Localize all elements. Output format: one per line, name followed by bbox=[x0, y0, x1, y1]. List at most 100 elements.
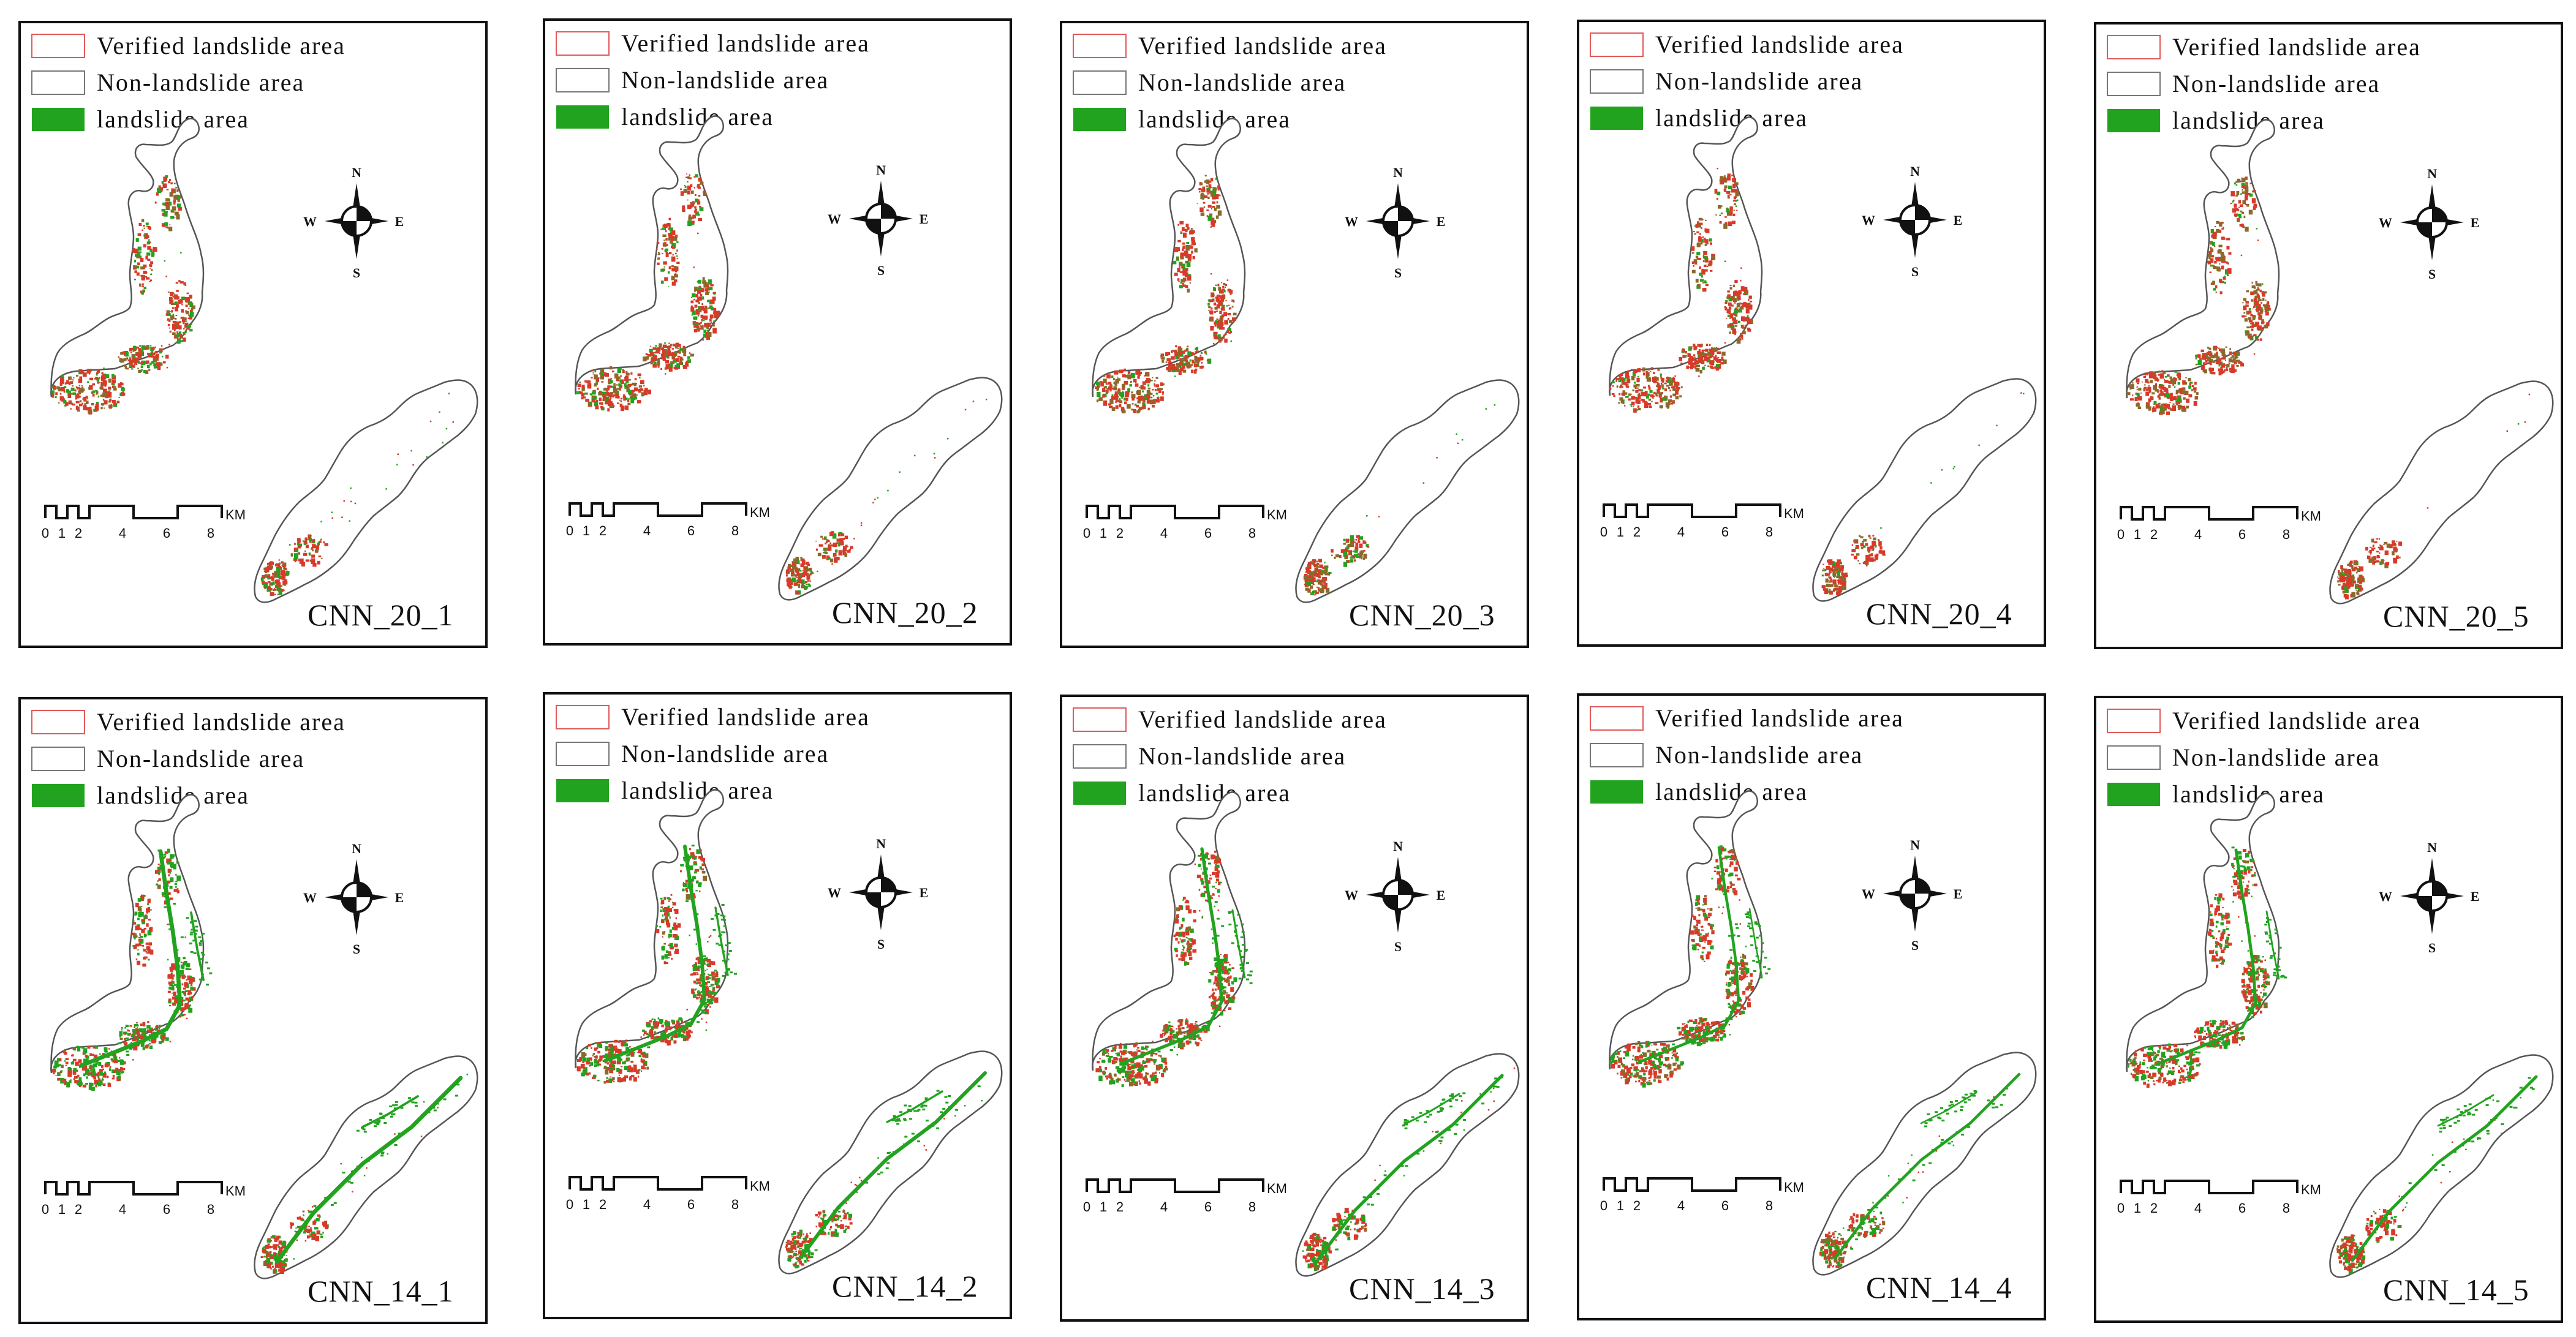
landslide-patch bbox=[62, 1079, 67, 1081]
landslide-patch bbox=[1709, 242, 1712, 245]
landslide-patch bbox=[1212, 194, 1216, 200]
landslide-patch bbox=[608, 401, 613, 406]
landslide-patch bbox=[1139, 407, 1141, 409]
compass-south-label: S bbox=[353, 265, 360, 281]
landslide-patch bbox=[141, 928, 145, 933]
landslide-patch bbox=[66, 401, 67, 404]
landslide-patch bbox=[312, 539, 315, 543]
landslide-patch bbox=[2221, 357, 2225, 360]
landslide-patch bbox=[1225, 333, 1227, 336]
landslide-patch bbox=[1642, 398, 1644, 400]
landslide-patch bbox=[2396, 557, 2398, 559]
landslide-patch bbox=[1619, 397, 1623, 401]
landslide-patch bbox=[1710, 360, 1715, 366]
landslide-patch bbox=[693, 298, 695, 301]
landslide-patch bbox=[149, 353, 151, 356]
north-arrow-icon: NSW E bbox=[2379, 166, 2479, 282]
landslide-patch bbox=[2376, 560, 2380, 563]
landslide-patch bbox=[1630, 404, 1631, 405]
landslide-patch bbox=[1671, 386, 1673, 389]
landslide-patch bbox=[188, 314, 190, 316]
landslide-patch bbox=[653, 352, 656, 354]
landslide-patch bbox=[617, 367, 621, 373]
landslide-patch bbox=[1214, 321, 1217, 325]
landslide-patch bbox=[141, 1034, 145, 1036]
landslide-patch bbox=[139, 283, 142, 287]
landslide-patch bbox=[161, 209, 166, 212]
landslide-patch bbox=[398, 1132, 401, 1135]
landslide-patch bbox=[1876, 559, 1878, 560]
landslide-patch bbox=[134, 1026, 135, 1028]
landslide-patch bbox=[1352, 550, 1354, 552]
landslide-patch bbox=[2359, 588, 2363, 591]
landslide-patch bbox=[1840, 579, 1843, 582]
landslide-patch bbox=[1644, 402, 1648, 408]
landslide-patch bbox=[2229, 371, 2231, 372]
landslide-patch bbox=[1157, 401, 1160, 403]
landslide-patches bbox=[51, 848, 468, 1274]
landslide-patch bbox=[1836, 567, 1840, 573]
landslide-patch bbox=[2225, 364, 2227, 366]
landslide-patch bbox=[108, 386, 111, 390]
landslide-patch bbox=[1729, 211, 1733, 216]
landslide-patch bbox=[2215, 361, 2219, 364]
landslide-patch bbox=[1860, 543, 1864, 547]
landslide-patch bbox=[1193, 242, 1196, 245]
landslide-patch bbox=[290, 553, 293, 557]
landslide-patch bbox=[2373, 547, 2376, 549]
landslide-patch bbox=[1742, 326, 1745, 329]
landslide-patch bbox=[667, 223, 670, 225]
landslide-patch bbox=[108, 1068, 111, 1071]
landslide-patch bbox=[1147, 398, 1150, 402]
landslide-patch bbox=[1221, 317, 1223, 320]
landslide-patch bbox=[1832, 568, 1836, 573]
landslide-patch bbox=[78, 385, 81, 386]
landslide-patch bbox=[702, 317, 706, 320]
landslide-patch bbox=[2209, 271, 2212, 273]
landslide-patch bbox=[1686, 365, 1689, 369]
landslide-patch bbox=[1174, 375, 1176, 377]
landslide-patch bbox=[2227, 268, 2232, 274]
landslide-patch bbox=[1191, 228, 1193, 230]
landslide-patch bbox=[157, 880, 159, 882]
landslide-patch bbox=[67, 390, 71, 395]
landslide-patch bbox=[1684, 355, 1687, 358]
landslide-patch bbox=[1637, 387, 1639, 390]
landslide-patch bbox=[616, 388, 619, 390]
landslide-patch bbox=[74, 1049, 77, 1051]
landslide-patch bbox=[694, 210, 697, 214]
landslide-patch bbox=[2219, 258, 2223, 262]
landslide-patch bbox=[189, 1004, 192, 1006]
landslide-patch bbox=[1199, 366, 1204, 369]
landslide-patch bbox=[322, 1232, 324, 1234]
landslide-patch bbox=[1872, 541, 1876, 546]
landslide-patch bbox=[1191, 250, 1193, 254]
scale-unit-label: KM bbox=[225, 1183, 246, 1199]
landslide-patch bbox=[1195, 368, 1198, 371]
landslide-patch bbox=[2386, 544, 2391, 548]
landslide-patch bbox=[295, 549, 297, 551]
landslide-patch bbox=[2164, 376, 2167, 378]
landslide-patch bbox=[91, 391, 94, 394]
landslide-patch bbox=[828, 557, 831, 560]
landslide-patch bbox=[1218, 334, 1221, 338]
landslide-patch bbox=[2189, 382, 2191, 386]
landslide-patch bbox=[2226, 366, 2228, 369]
landslide-patch bbox=[823, 537, 827, 540]
landslide-patch bbox=[432, 1107, 436, 1109]
landslide-patch bbox=[129, 360, 132, 363]
landslide-patch bbox=[149, 281, 151, 282]
landslide-patch bbox=[1674, 375, 1676, 377]
landslide-patch bbox=[1215, 296, 1218, 299]
landslide-patch bbox=[2245, 330, 2248, 333]
landslide-patch bbox=[1217, 295, 1220, 297]
landslide-patch bbox=[301, 1218, 304, 1222]
landslide-patch bbox=[1679, 356, 1682, 361]
landslide-patch bbox=[100, 382, 104, 385]
landslide-patch bbox=[1117, 390, 1121, 394]
landslide-patch bbox=[1711, 255, 1716, 260]
landslide-patch bbox=[77, 410, 80, 412]
landslide-patch bbox=[575, 391, 578, 393]
landslide-patch bbox=[2346, 571, 2350, 576]
